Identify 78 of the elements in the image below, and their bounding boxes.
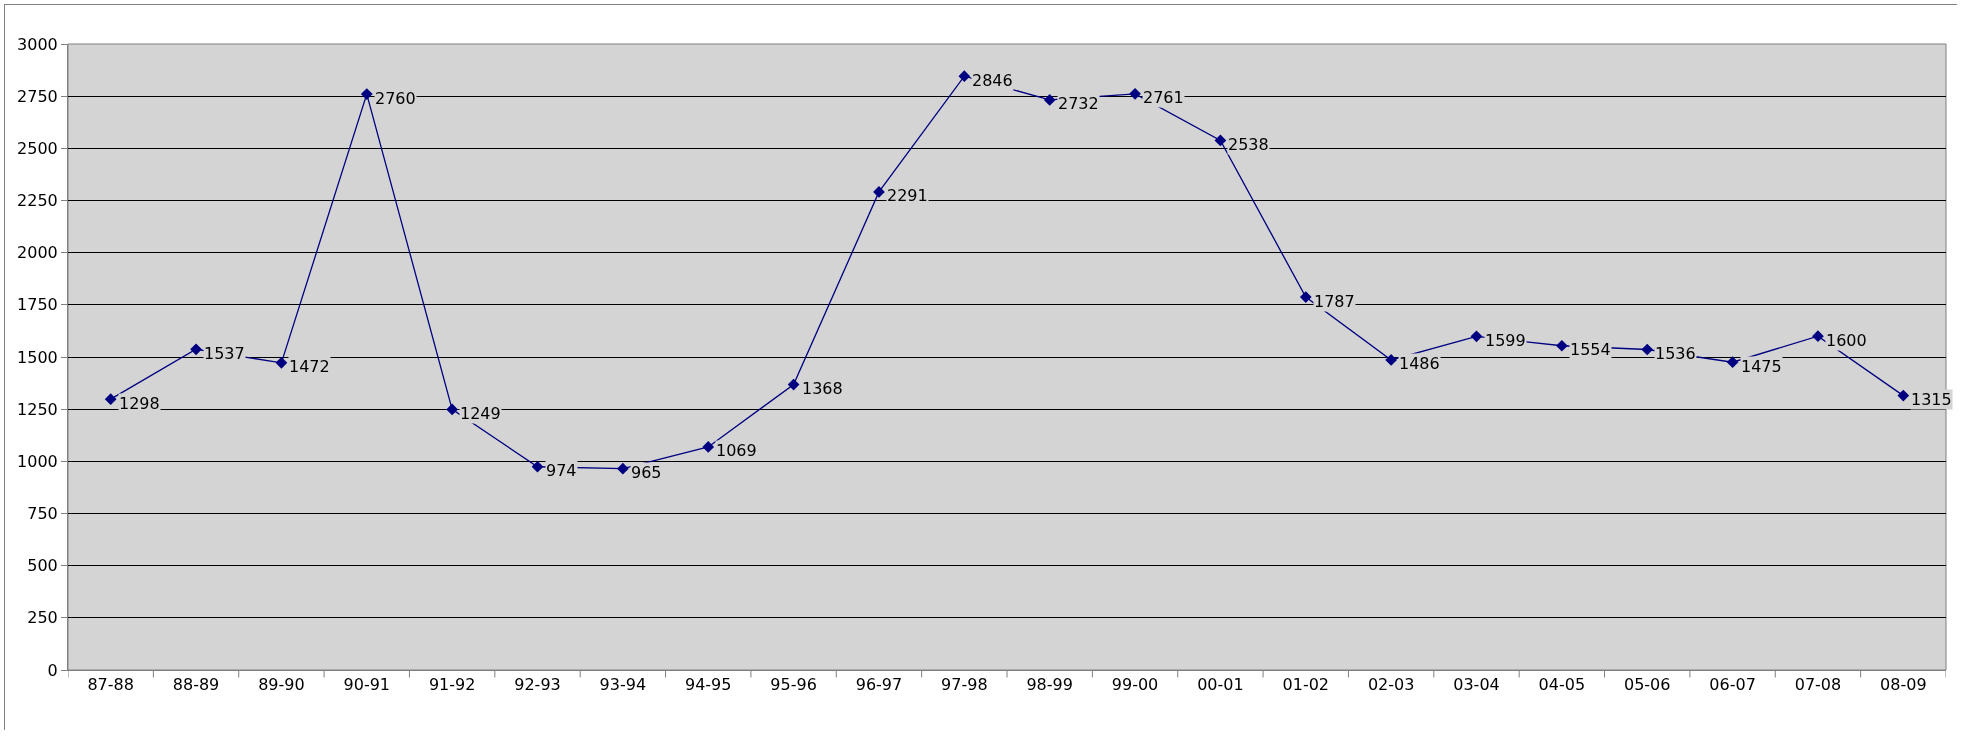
x-tick-label: 04-05 [1538,675,1586,695]
point [1470,330,1483,343]
data-label: 1368 [802,379,843,398]
point [1641,343,1654,356]
point [1299,291,1312,303]
x-tick-label: 88-89 [172,675,220,695]
data-label: 2846 [972,71,1013,90]
y-tick-label: 250 [27,608,58,628]
data-label: 1475 [1741,357,1782,376]
x-tick-label: 95-96 [770,675,817,695]
point [1726,356,1739,369]
x-tick-label: 90-91 [343,675,391,695]
x-tick-label: 92-93 [514,675,561,695]
point [1897,389,1910,402]
point [787,378,800,391]
point [1043,94,1056,106]
data-label: 1599 [1485,331,1526,350]
data-label: 1069 [716,441,757,460]
point [1214,134,1227,147]
y-tick-label: 1500 [17,347,58,367]
y-tick-label: 1000 [17,451,58,471]
point [1812,330,1824,342]
y-tick-label: 2500 [17,138,58,158]
x-tick-label: 94-95 [684,675,732,695]
point [275,356,288,369]
point [360,88,373,100]
data-label: 1472 [289,357,330,376]
x-tick-label: 91-92 [428,675,476,695]
point [1385,354,1397,366]
x-tick-label: 93-94 [599,675,647,695]
data-label: 1249 [460,404,501,423]
data-label: 974 [546,461,577,480]
point [1129,88,1141,100]
x-tick-label: 98-99 [1026,675,1073,695]
x-tick-label: 06-07 [1709,675,1756,695]
data-label: 2732 [1058,94,1099,113]
point [446,403,458,416]
x-tick-label: 07-08 [1794,675,1842,695]
point [190,343,202,356]
x-tick-label: 01-02 [1282,675,1330,695]
x-tick-label: 99-00 [1111,675,1159,695]
y-tick-label: 1250 [17,399,58,419]
point [958,70,971,82]
x-tick-label: 08-09 [1880,675,1927,695]
point [702,441,715,453]
y-tick-label: 2750 [17,86,58,106]
data-label: 1486 [1399,354,1440,373]
data-label: 1554 [1570,340,1611,359]
data-label: 2761 [1143,88,1184,107]
x-tick-label: 89-90 [258,675,305,695]
y-tick-label: 2250 [17,191,58,211]
point [617,462,629,475]
y-tick-label: 0 [47,660,58,680]
data-label: 2760 [375,89,416,108]
data-label: 1315 [1911,390,1952,409]
y-tick-label: 1750 [17,295,58,315]
y-tick-label: 750 [27,504,58,524]
data-label: 1536 [1655,344,1696,363]
data-label: 1298 [119,394,160,413]
x-tick-label: 02-03 [1367,675,1415,695]
y-tick-label: 2000 [17,243,58,263]
data-label: 1537 [204,344,245,363]
point [104,393,117,405]
data-label: 1787 [1314,292,1355,311]
y-tick-label: 3000 [17,34,58,54]
point [1556,339,1568,352]
data-label: 965 [631,463,662,482]
data-label: 2538 [1228,135,1269,154]
x-tick-label: 03-04 [1453,675,1500,695]
x-tick-label: 05-06 [1623,675,1671,695]
x-tick-label: 00-01 [1197,675,1244,695]
point [531,460,544,473]
data-label: 1600 [1826,331,1867,350]
y-tick-label: 500 [27,556,58,576]
data-label: 2291 [887,186,928,205]
x-tick-label: 87-88 [87,675,134,695]
x-tick-label: 97-98 [941,675,988,695]
x-tick-label: 96-97 [855,675,903,695]
